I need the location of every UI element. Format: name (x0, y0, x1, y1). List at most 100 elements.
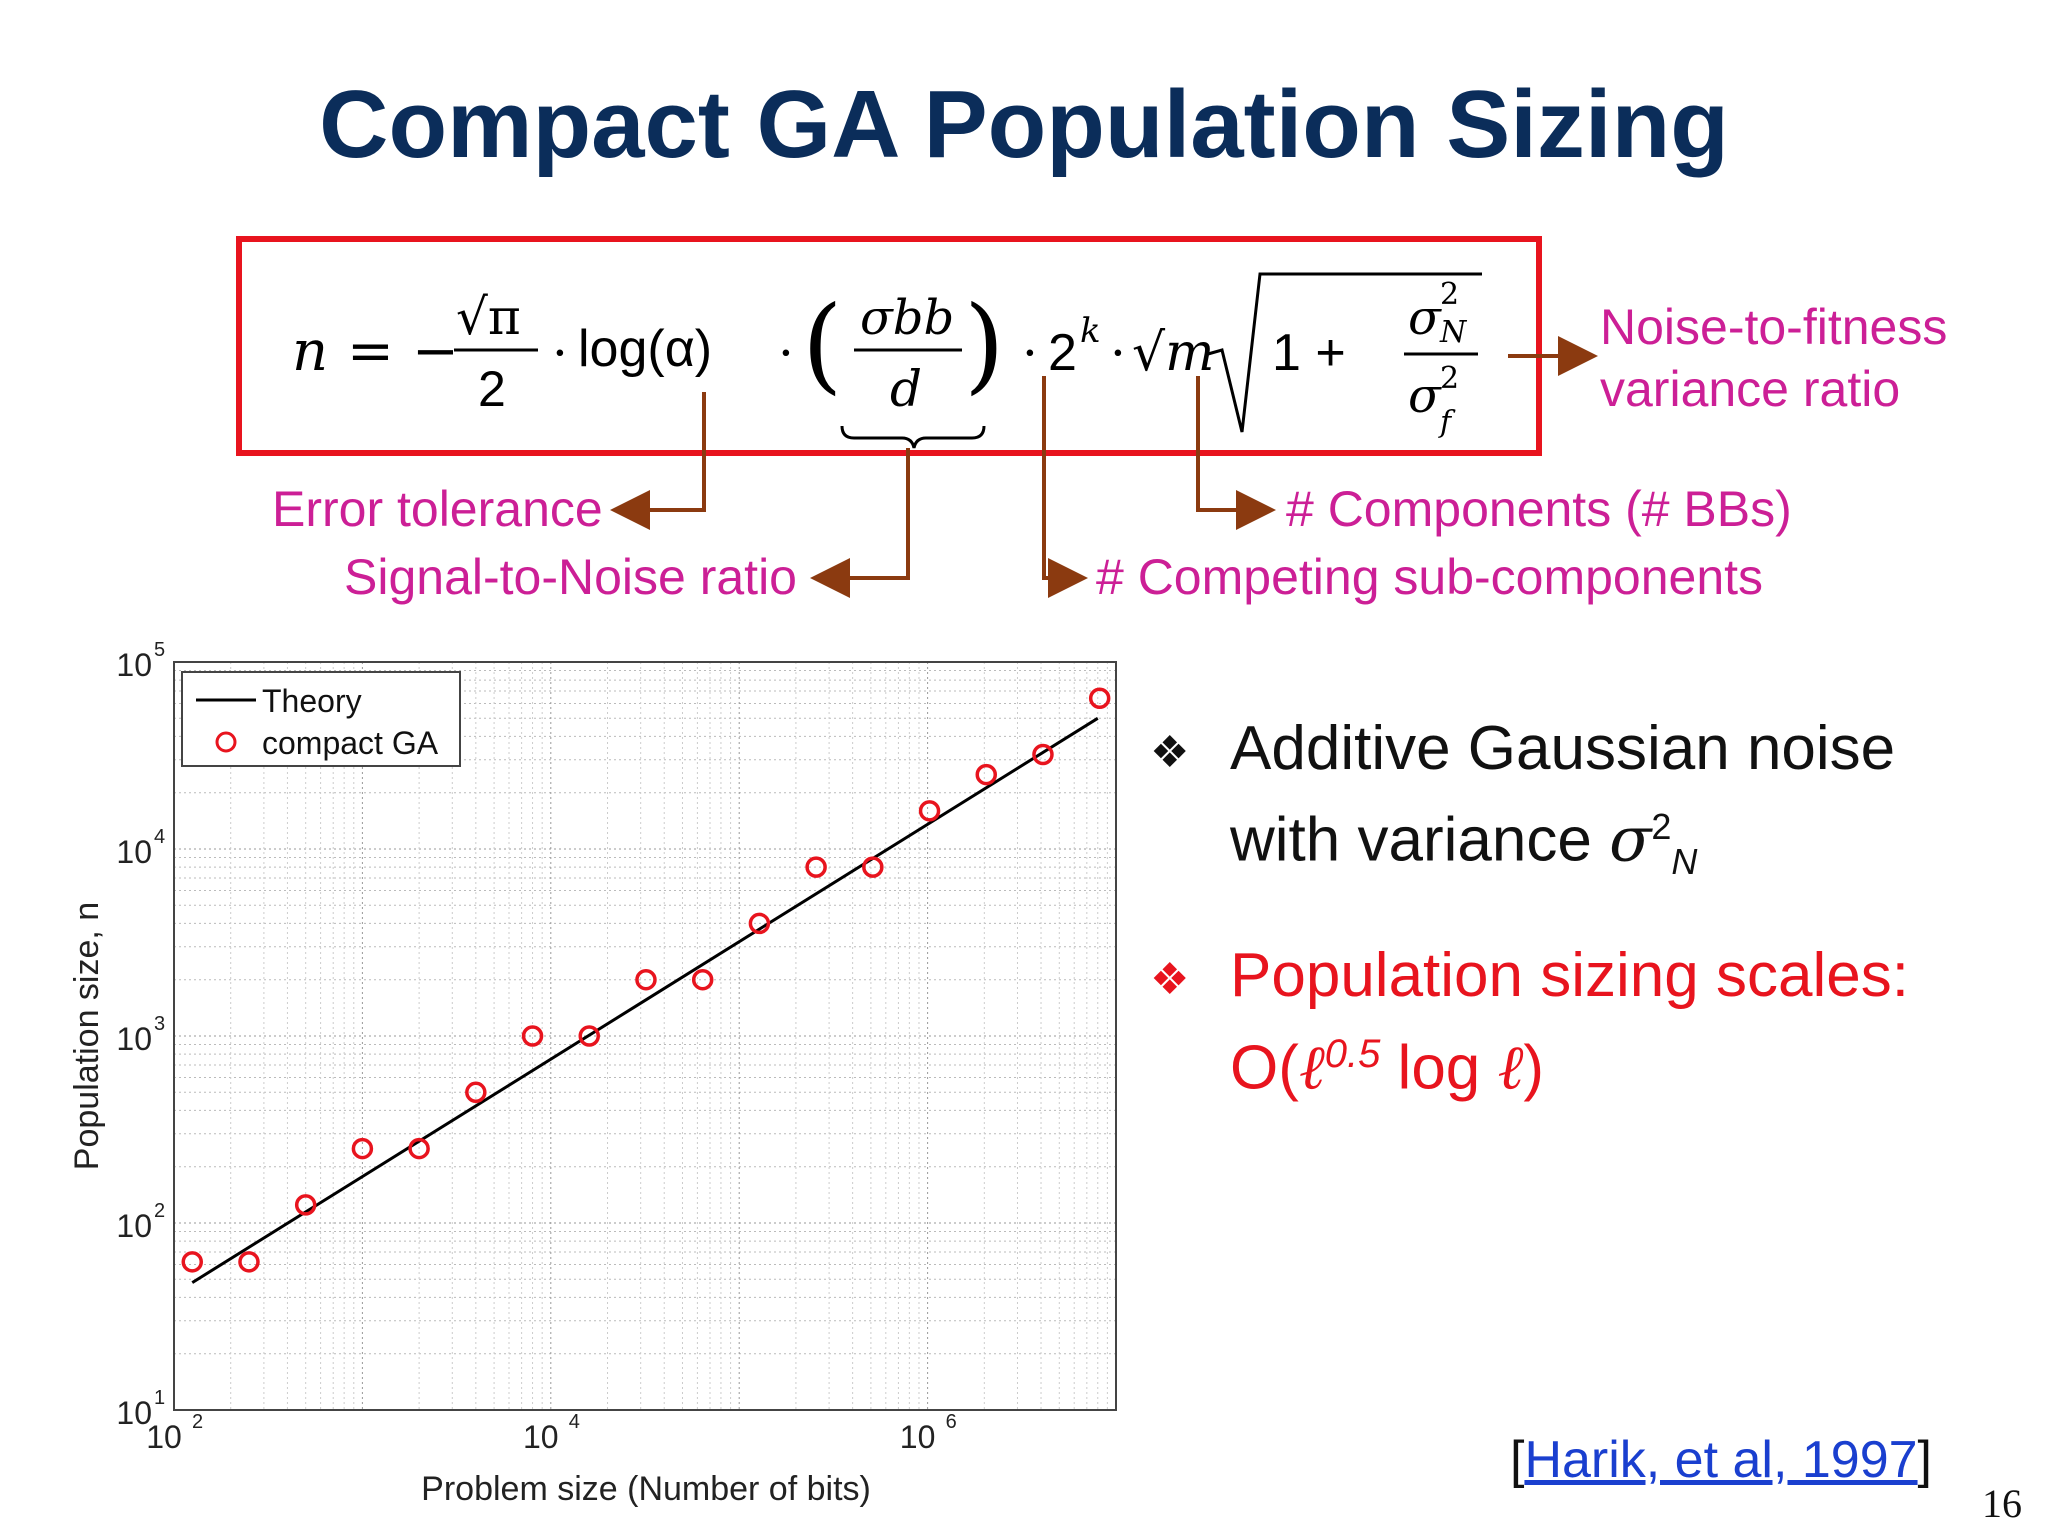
formula-svg: n = − √π 2 · log(α) · ( σbb d ) · 2 k · … (292, 272, 1482, 449)
callout-noise-to-fitness: Noise-to-fitness variance ratio (1600, 296, 1947, 420)
diamond-bullet-icon: ❖ (1150, 728, 1190, 777)
compact-ga-point (351, 1137, 374, 1160)
callout-error-tolerance: Error tolerance (272, 481, 603, 537)
compact-ga-point (691, 968, 714, 991)
callout-signal-to-noise: Signal-to-Noise ratio (344, 549, 797, 605)
sigma-sup: 2 (1651, 806, 1672, 847)
compact-ga-point (465, 1081, 487, 1104)
y-tick-label: 10 (116, 1208, 152, 1244)
citation-open-bracket: [ (1509, 1431, 1525, 1489)
chart-container: 10 2 10 4 10 6 10 1 10 2 10 3 10 4 10 5 Problem size (N… (0, 620, 1130, 1525)
legend-marker-icon (215, 731, 237, 753)
y-axis-label: Population size, n (68, 902, 106, 1170)
chart-grid (173, 662, 1117, 1411)
formula-equals: = (347, 319, 394, 384)
formula-paren-close: ) (964, 283, 1005, 405)
ell-symbol: ℓ (1298, 1030, 1325, 1104)
formula-sigma-n: σ (1408, 290, 1442, 346)
callout-noise-line-2: variance ratio (1600, 361, 1901, 417)
formula-two: 2 (478, 361, 506, 417)
y-tick-exponent: 1 (154, 1387, 165, 1409)
y-tick-exponent: 2 (154, 1200, 165, 1222)
formula-underbrace (840, 425, 986, 449)
bullet-noise-variance-text: with variance (1230, 805, 1592, 875)
bullet-scaling-line-2: O(ℓ0.5 log ℓ) (1230, 1015, 2030, 1108)
formula-sigma-n-sup: 2 (1440, 277, 1459, 312)
formula-two-k: 2 (1048, 324, 1077, 382)
bullet-noise-line-1: Additive Gaussian noise (1230, 714, 1896, 783)
legend-cga-label: compact GA (262, 725, 439, 761)
chart-legend: Theory compact GA (181, 671, 461, 767)
formula-sqrt-m: √m (1132, 323, 1214, 383)
y-tick-label: 10 (116, 1395, 152, 1431)
callout-components: # Components (# BBs) (1286, 481, 1792, 537)
citation-close-bracket: ] (1917, 1431, 1932, 1489)
x-tick-exponent: 2 (192, 1411, 203, 1433)
bullet-noise-line-2: with variance σ2N (1230, 788, 2030, 901)
x-tick-label: 10 (523, 1419, 559, 1455)
ell-symbol-2: ℓ (1497, 1030, 1524, 1104)
compact-ga-point (294, 1194, 317, 1216)
formula-sigma-f: σ (1408, 368, 1442, 424)
formula-d: d (890, 360, 922, 418)
x-tick-exponent: 4 (569, 1411, 580, 1433)
legend-theory-label: Theory (262, 683, 362, 719)
theory-line (191, 717, 1099, 1284)
y-tick-label: 10 (116, 1021, 152, 1057)
compact-ga-point (748, 912, 771, 935)
x-axis-label: Problem size (Number of bits) (421, 1470, 871, 1508)
bullet-scaling: ❖ Population sizing scales: O(ℓ0.5 log ℓ… (1150, 937, 2030, 1108)
citation-link[interactable]: Harik, et al, 1997 (1524, 1431, 1918, 1489)
formula-sigma-f-sub: f (1438, 405, 1456, 440)
formula-log-alpha: log(α) (578, 320, 712, 378)
x-tick-exponent: 6 (946, 1411, 957, 1433)
compact-ga-point (181, 1251, 204, 1273)
page-number: 16 (1982, 1481, 2022, 1526)
formula-dot-3: · (1022, 324, 1038, 382)
sigma-sub: N (1671, 841, 1698, 883)
slide-title: Compact GA Population Sizing (319, 71, 1729, 178)
compact-ga-point (635, 968, 657, 991)
scaling-suffix: ) (1523, 1033, 1545, 1103)
formula-sigma-bb: σbb (860, 290, 954, 346)
formula-sigma-f-sup: 2 (1440, 361, 1459, 396)
chart-ticks: 10 2 10 4 10 610 110 210 310 410 5 (116, 639, 956, 1455)
compact-ga-point (1032, 743, 1054, 766)
plot-frame (173, 661, 1117, 1411)
formula-n: n (292, 319, 328, 384)
formula-dot-1: · (552, 324, 568, 382)
bullet-scaling-line-1: Population sizing scales: (1230, 941, 1909, 1011)
sigma-symbol: σ (1609, 802, 1652, 876)
formula-paren-open: ( (802, 283, 843, 405)
citation: [Harik, et al, 1997] (1510, 1430, 1932, 1490)
y-tick-label: 10 (116, 647, 152, 683)
compact-ga-point (975, 763, 998, 786)
formula-sigma-n-sub: N (1439, 315, 1468, 350)
scaling-exponent: 0.5 (1324, 1032, 1381, 1077)
bullet-noise: ❖ Additive Gaussian noise with variance … (1150, 710, 2030, 901)
compact-ga-point (862, 856, 884, 878)
population-chart: 10 2 10 4 10 610 110 210 310 410 5 Problem size (N… (68, 639, 1117, 1508)
y-tick-exponent: 5 (154, 639, 165, 661)
scaling-prefix: O( (1230, 1033, 1299, 1103)
compact-ga-point (408, 1137, 430, 1160)
x-tick-label: 10 (900, 1419, 936, 1455)
y-tick-exponent: 3 (154, 1013, 165, 1035)
callout-competing: # Competing sub-components (1096, 549, 1764, 605)
compact-ga-point (1088, 687, 1111, 709)
compact-ga-point (238, 1251, 260, 1273)
compact-ga-point (918, 800, 941, 822)
formula-k-exponent: k (1080, 311, 1101, 351)
compact-ga-point (805, 856, 827, 878)
arrow-signal-to-noise (810, 448, 910, 598)
formula-minus: − (412, 319, 459, 384)
formula-dot-4: · (1110, 324, 1126, 382)
x-tick-label: 10 (146, 1419, 182, 1455)
callout-noise-line-1: Noise-to-fitness (1600, 299, 1948, 355)
compact-ga-point (578, 1025, 601, 1047)
scaling-log: log (1397, 1033, 1481, 1103)
y-tick-exponent: 4 (154, 826, 165, 848)
bullet-list: ❖ Additive Gaussian noise with variance … (1150, 710, 2030, 1144)
formula-dot-2: · (778, 324, 794, 382)
chart-series (181, 687, 1111, 1284)
